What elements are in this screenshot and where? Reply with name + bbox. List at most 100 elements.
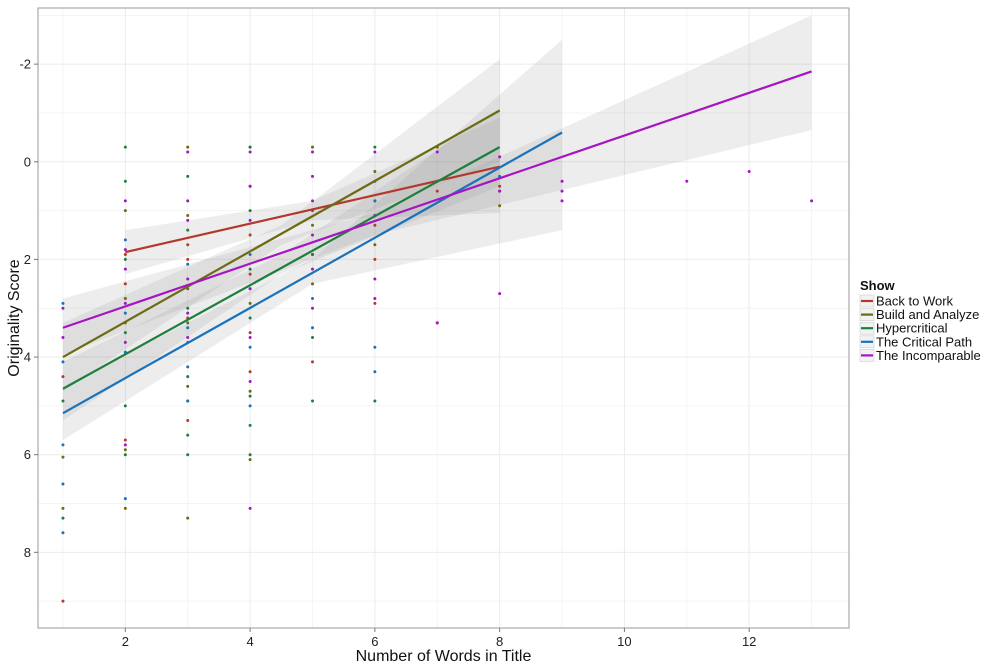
data-point (61, 599, 65, 603)
data-point (123, 404, 127, 408)
data-point (186, 311, 190, 315)
data-point (373, 223, 377, 227)
data-points (61, 145, 814, 603)
data-point (373, 243, 377, 247)
data-point (560, 189, 564, 193)
data-point (123, 443, 127, 447)
data-point (123, 253, 127, 257)
data-point (498, 204, 502, 208)
x-tick-label: 10 (617, 634, 631, 649)
data-point (310, 233, 314, 237)
data-point (123, 497, 127, 501)
data-point (61, 482, 65, 486)
data-point (123, 311, 127, 315)
data-point (560, 179, 564, 183)
data-point (186, 516, 190, 520)
legend-item: Build and Analyze (859, 307, 979, 322)
data-point (310, 199, 314, 203)
trend-line-the-critical-path (62, 131, 563, 415)
data-point (123, 179, 127, 183)
data-point (186, 228, 190, 232)
data-point (373, 150, 377, 154)
data-point (373, 170, 377, 174)
data-point (310, 253, 314, 257)
data-point (248, 287, 252, 291)
data-point (310, 360, 314, 364)
data-point (61, 531, 65, 535)
data-point (61, 360, 65, 364)
data-point (248, 150, 252, 154)
data-point (186, 257, 190, 261)
data-point (373, 301, 377, 305)
trend-line-hypercritical (62, 146, 501, 390)
data-point (248, 272, 252, 276)
data-point (685, 179, 689, 183)
y-tick-label: 0 (24, 154, 31, 169)
legend-label: Build and Analyze (876, 307, 979, 322)
data-point (248, 331, 252, 335)
data-point (435, 189, 439, 193)
data-point (373, 199, 377, 203)
data-point (310, 174, 314, 178)
legend-label: Hypercritical (876, 321, 948, 336)
data-point (186, 174, 190, 178)
data-point (186, 365, 190, 369)
data-point (186, 433, 190, 437)
data-point (435, 150, 439, 154)
data-point (248, 423, 252, 427)
data-point (61, 375, 65, 379)
data-point (373, 345, 377, 349)
data-point (248, 209, 252, 213)
data-point (248, 145, 252, 149)
data-point (248, 345, 252, 349)
plot-panel-background (38, 8, 849, 628)
data-point (310, 267, 314, 271)
data-point (248, 218, 252, 222)
data-point (248, 267, 252, 271)
grid-lines (38, 8, 849, 628)
legend-item: The Incomparable (859, 348, 981, 363)
data-point (123, 282, 127, 286)
data-point (373, 145, 377, 149)
data-point (248, 370, 252, 374)
data-point (373, 277, 377, 281)
data-point (123, 267, 127, 271)
data-point (310, 399, 314, 403)
data-point (248, 379, 252, 383)
data-point (123, 296, 127, 300)
data-point (61, 336, 65, 340)
data-point (248, 184, 252, 188)
data-point (186, 399, 190, 403)
confidence-band-the-critical-path (62, 39, 563, 441)
x-tick-label: 12 (742, 634, 756, 649)
data-point (248, 453, 252, 457)
data-point (123, 301, 127, 305)
confidence-band-build-and-analyze (62, 59, 500, 392)
y-tick-label: 8 (24, 545, 31, 560)
x-tick-label: 6 (371, 634, 378, 649)
y-tick-label: -2 (19, 57, 31, 72)
data-point (248, 458, 252, 462)
legend-item: Back to Work (859, 294, 954, 309)
y-axis-ticks: -2 0 2 4 6 8 (19, 57, 38, 560)
legend-label: The Incomparable (876, 348, 981, 363)
x-tick-label: 2 (122, 634, 129, 649)
data-point (186, 150, 190, 154)
data-point (498, 184, 502, 188)
trend-line-build-and-analyze (62, 109, 501, 359)
data-point (123, 331, 127, 335)
data-point (747, 170, 751, 174)
data-point (61, 443, 65, 447)
data-point (310, 145, 314, 149)
data-point (248, 301, 252, 305)
data-point (123, 340, 127, 344)
data-point (123, 453, 127, 457)
data-point (186, 213, 190, 217)
data-point (498, 189, 502, 193)
data-point (123, 506, 127, 510)
data-point (310, 223, 314, 227)
plot-panel-border (37, 7, 850, 629)
